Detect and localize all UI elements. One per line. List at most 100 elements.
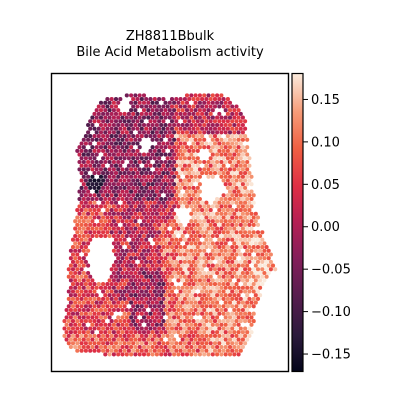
spot (206, 345, 210, 349)
spot (232, 175, 236, 179)
spot (114, 319, 118, 323)
spot (219, 352, 223, 356)
spot (116, 123, 120, 127)
spot (224, 241, 228, 245)
spot (222, 238, 226, 242)
spot (194, 256, 198, 260)
spot (215, 256, 219, 260)
spot (189, 116, 193, 120)
spot (97, 171, 101, 175)
spot (157, 215, 161, 219)
spot (108, 308, 112, 312)
spot (155, 271, 159, 275)
spot (65, 323, 69, 327)
spot (133, 330, 137, 334)
spot (127, 326, 131, 330)
spot (92, 334, 96, 338)
spot (237, 338, 241, 342)
spot (211, 160, 215, 164)
spot (232, 145, 236, 149)
spot (209, 112, 213, 116)
spot (159, 271, 163, 275)
spot (228, 315, 232, 319)
spot (155, 241, 159, 245)
spot (155, 116, 159, 120)
spot (108, 234, 112, 238)
spot (166, 230, 170, 234)
spot (155, 197, 159, 201)
spot (135, 201, 139, 205)
spot (185, 315, 189, 319)
spot (196, 282, 200, 286)
spot (153, 127, 157, 131)
spot (226, 349, 230, 353)
spot (155, 338, 159, 342)
spot (133, 249, 137, 253)
spot (181, 116, 185, 120)
spot (82, 323, 86, 327)
spot (187, 193, 191, 197)
spot (108, 108, 112, 112)
spot (187, 164, 191, 168)
spot (230, 104, 234, 108)
spot (191, 289, 195, 293)
spot (243, 208, 247, 212)
spot (112, 219, 116, 223)
spot (90, 160, 94, 164)
spot (99, 130, 103, 134)
spot (247, 312, 251, 316)
spot (239, 341, 243, 345)
spot (176, 293, 180, 297)
spot (172, 130, 176, 134)
spot (241, 315, 245, 319)
spot (224, 145, 228, 149)
spot (80, 245, 84, 249)
spot (71, 297, 75, 301)
spot (163, 234, 167, 238)
spot (172, 256, 176, 260)
spot (222, 312, 226, 316)
spot (179, 223, 183, 227)
spot (120, 197, 124, 201)
spot (209, 97, 213, 101)
spot (159, 293, 163, 297)
spot (118, 326, 122, 330)
spot (204, 141, 208, 145)
spot (217, 282, 221, 286)
spot (191, 319, 195, 323)
spot (237, 308, 241, 312)
spot (77, 308, 81, 312)
spot (200, 112, 204, 116)
spot (148, 312, 152, 316)
spot (228, 204, 232, 208)
spot (123, 178, 127, 182)
spot (157, 193, 161, 197)
spot (252, 193, 256, 197)
spot (172, 219, 176, 223)
spot (120, 167, 124, 171)
spot (217, 326, 221, 330)
spot (245, 160, 249, 164)
spot (127, 149, 131, 153)
spot (135, 267, 139, 271)
spot (168, 130, 172, 134)
spot (80, 208, 84, 212)
spot (174, 193, 178, 197)
spot (148, 134, 152, 138)
spot (73, 301, 77, 305)
spot (118, 289, 122, 293)
spot (209, 156, 213, 160)
spot (228, 160, 232, 164)
spot (131, 171, 135, 175)
spot (138, 256, 142, 260)
spot (129, 167, 133, 171)
spot (239, 156, 243, 160)
spot (88, 289, 92, 293)
spot (198, 241, 202, 245)
spot (112, 130, 116, 134)
spot (181, 352, 185, 356)
spot (120, 330, 124, 334)
spot (228, 123, 232, 127)
spot (69, 264, 73, 268)
spot (243, 215, 247, 219)
